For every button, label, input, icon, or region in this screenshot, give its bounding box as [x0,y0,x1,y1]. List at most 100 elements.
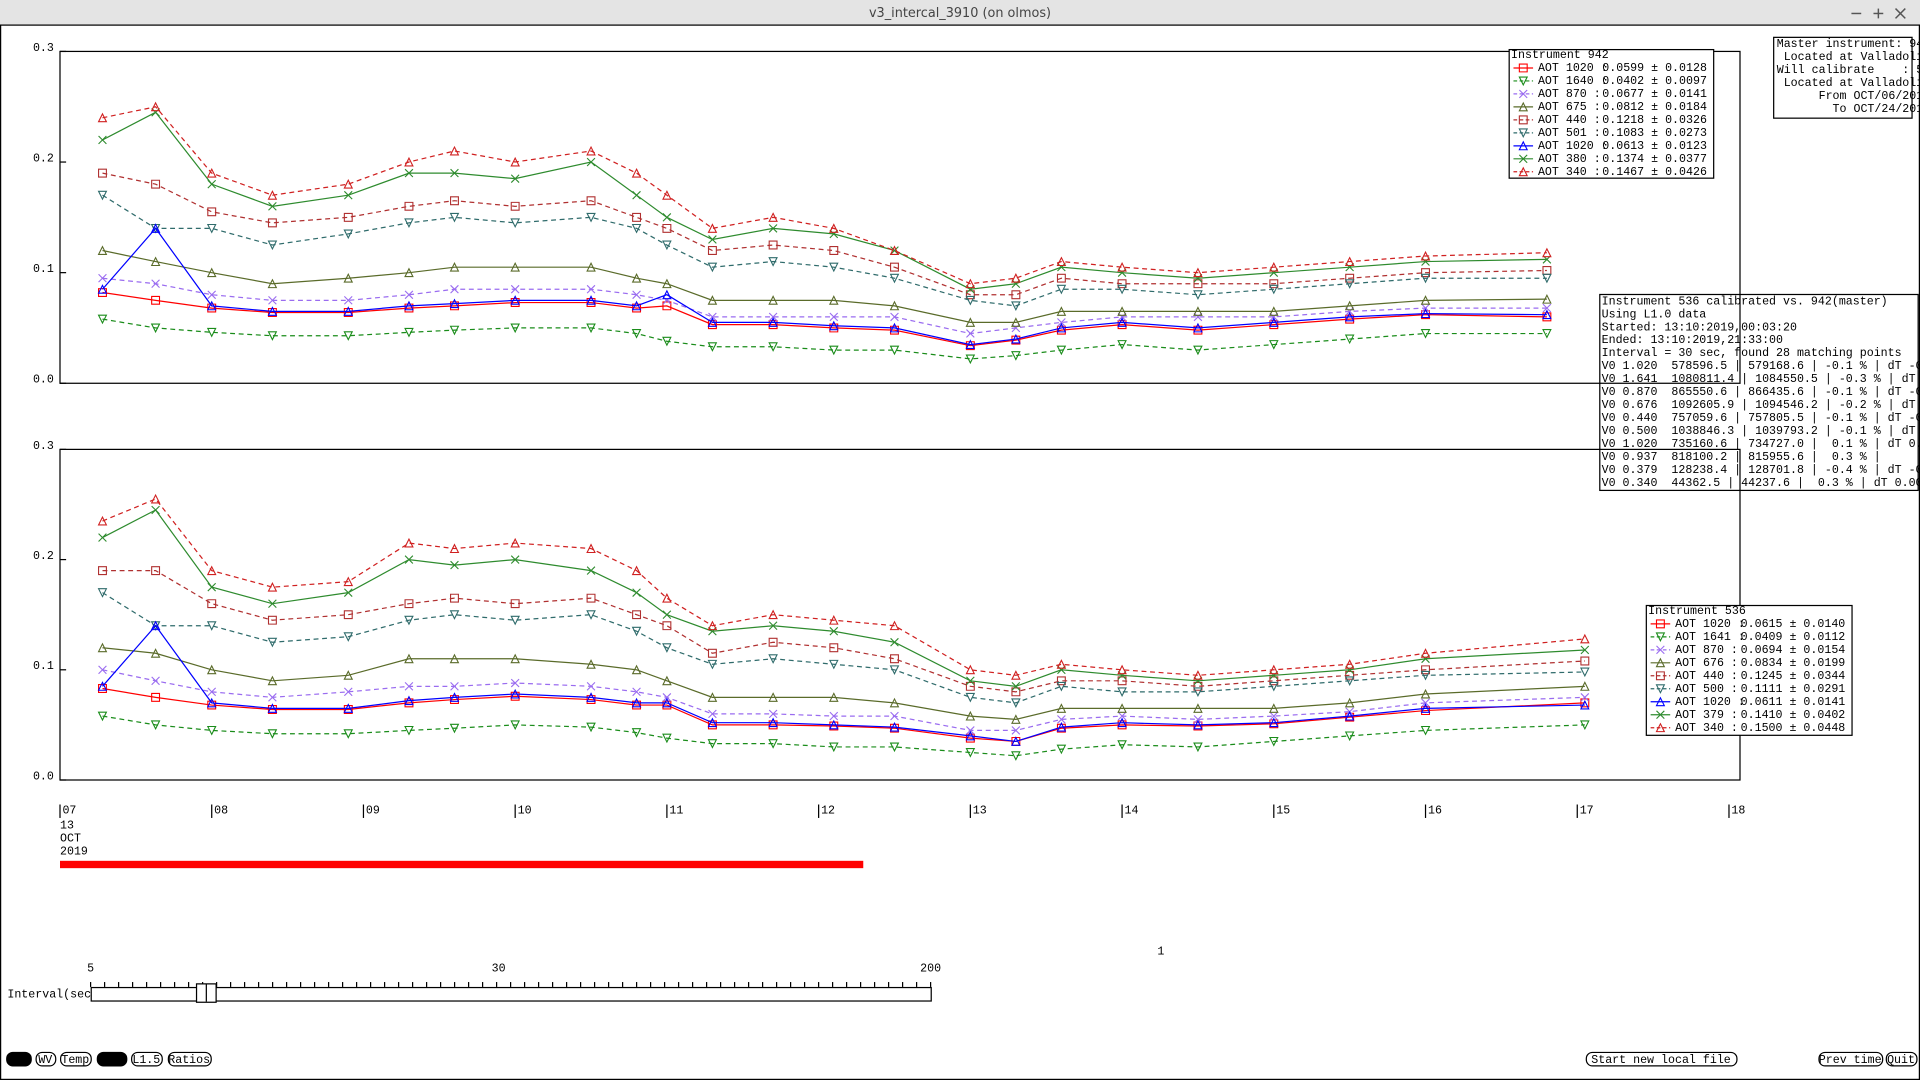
data-marker [151,505,160,515]
x-tick-label: 14 [1125,805,1139,818]
data-marker [707,317,718,327]
data-marker [151,107,160,117]
data-marker [768,654,778,664]
data-marker [206,267,217,278]
data-marker [586,145,596,156]
data-marker [586,566,596,575]
window-controls[interactable] [1851,8,1906,19]
data-marker [768,609,778,620]
data-marker [662,593,672,603]
data-marker [404,537,414,548]
data-marker [662,295,672,305]
data-marker [267,581,278,592]
data-marker [510,284,520,294]
master-info-line: Master instrument: 942 [1777,38,1920,51]
data-marker [1344,300,1355,311]
legend-name: AOT 1020 : [1538,62,1608,75]
button-label[interactable]: L1.5 [132,1054,160,1067]
data-marker [1193,306,1203,316]
button-label[interactable]: Prev time [1819,1054,1882,1067]
series-line [102,509,1585,687]
data-marker [1193,670,1203,680]
data-marker [1420,648,1431,658]
calibration-info-line: V0 0.500 1038846.3 | 1039793.2 | -0.1 % … [1602,425,1920,438]
data-marker [343,212,353,222]
data-marker [708,709,717,719]
button-label[interactable]: Start new local file [1591,1054,1731,1067]
legend-name: AOT 870 : [1538,88,1601,101]
data-marker [965,664,976,675]
data-marker [632,212,642,222]
data-marker [510,555,520,564]
legend-stat: 0.0677 ± 0.0141 [1602,88,1707,101]
button[interactable] [35,1051,57,1067]
data-marker [206,725,217,736]
master-info-line: Will calibrate : 536 [1777,64,1920,77]
data-marker [586,261,596,272]
data-marker [1268,736,1279,747]
data-marker [206,223,217,234]
legend-name: AOT 380 : [1538,153,1601,166]
data-marker [1193,345,1203,356]
data-marker [966,726,975,735]
data-marker [267,278,278,289]
master-info-line: From OCT/06/2019 [1777,90,1920,103]
button[interactable] [131,1051,163,1067]
button[interactable] [96,1051,128,1067]
button[interactable] [167,1051,212,1067]
data-marker [1542,247,1552,258]
series-line [102,669,1585,732]
data-marker [768,739,778,749]
legend-marker [1656,710,1665,720]
data-marker [1542,303,1552,313]
data-marker [965,730,976,741]
data-marker [662,278,672,289]
data-marker [768,621,778,631]
data-marker [510,615,520,626]
data-marker [150,648,161,658]
data-marker [1117,717,1127,728]
data-marker [1193,267,1203,278]
data-marker [1268,664,1279,675]
data-marker [1542,309,1552,320]
button-label[interactable]: L1.0 [97,1054,125,1067]
data-marker [1420,250,1431,261]
data-marker [1056,345,1067,356]
series-line [102,277,1547,335]
data-marker [343,179,354,189]
slider-track[interactable] [90,986,932,1002]
data-marker [150,101,161,112]
data-marker [707,739,718,749]
calibration-info-line: V0 0.379 128238.4 | 128701.8 | -0.4 % | … [1602,464,1920,477]
button[interactable] [1885,1051,1918,1067]
calibration-info-box [1599,293,1919,492]
button[interactable] [6,1051,32,1067]
button-label[interactable]: Temp [61,1054,89,1067]
data-marker [1056,703,1067,713]
data-marker [1268,317,1279,327]
calibration-info-line: V0 0.937 818100.2 | 815955.6 | 0.3 % | [1602,451,1881,464]
legend-stat: 0.0611 ± 0.0141 [1741,696,1846,709]
button[interactable] [60,1051,92,1067]
button-label[interactable]: WV [38,1054,52,1067]
data-marker [1420,688,1431,699]
series-line [102,194,1547,307]
data-marker [404,290,414,300]
data-marker [1580,633,1590,644]
data-marker [343,729,354,739]
data-marker [1117,306,1127,316]
button[interactable] [1818,1051,1884,1067]
data-marker [151,692,161,702]
button-label[interactable]: Ratios [168,1054,210,1067]
data-marker [1193,676,1203,686]
y-tick-label: 0.0 [33,374,54,387]
data-marker [662,697,672,708]
legend-name: AOT 500 : [1675,683,1738,696]
data-marker [966,676,975,686]
button[interactable] [1585,1051,1738,1067]
button-label[interactable]: AOT [8,1054,29,1067]
legend-stat: 0.0409 ± 0.0112 [1741,631,1846,644]
button-label[interactable]: Quit [1887,1054,1915,1067]
data-marker [662,693,672,702]
data-marker [768,257,778,267]
